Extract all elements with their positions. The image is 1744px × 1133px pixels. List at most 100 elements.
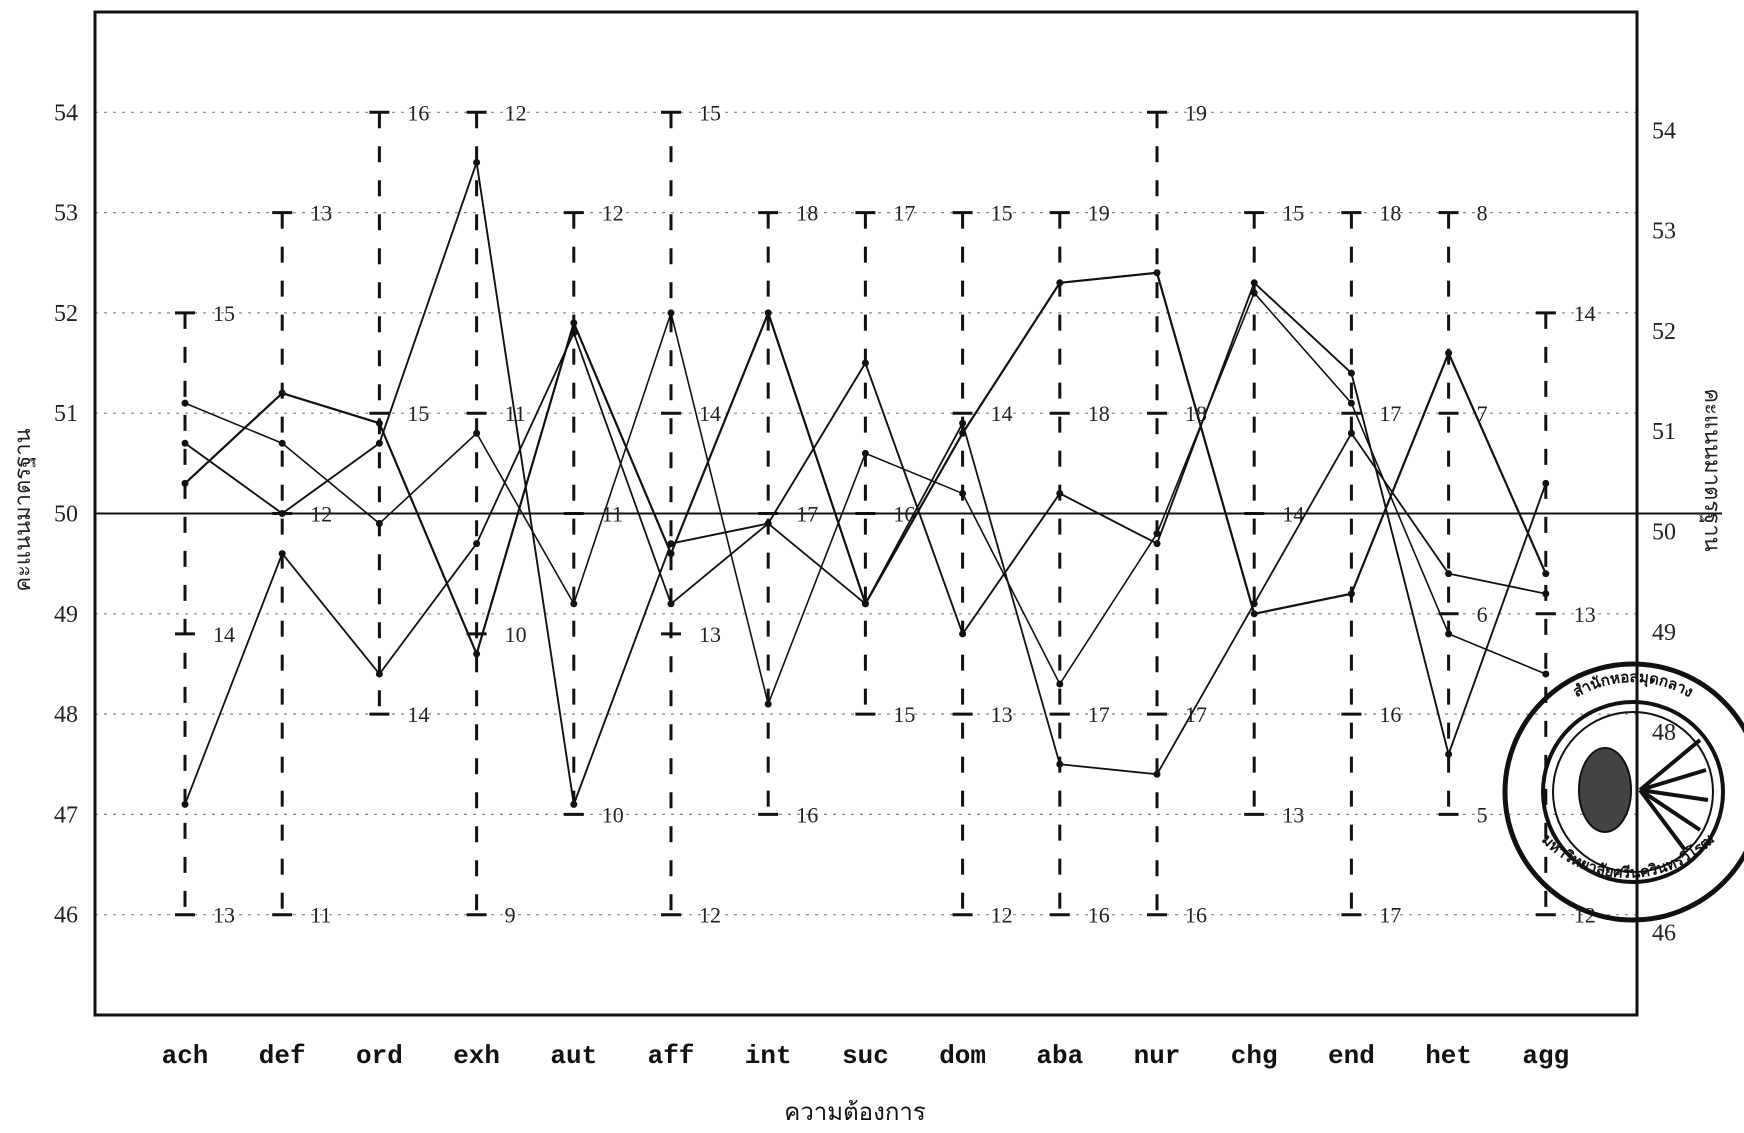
series-lines — [181, 158, 1550, 808]
x-category-label: nur — [1134, 1041, 1181, 1071]
raw-score-label: 15 — [1282, 201, 1304, 226]
series-point — [375, 520, 383, 528]
raw-score-label: 9 — [505, 903, 516, 928]
raw-score-label: 16 — [407, 100, 429, 125]
y-tick-label-left: 50 — [54, 502, 78, 528]
series-point — [181, 439, 189, 447]
raw-score-label: 11 — [602, 502, 623, 527]
raw-score-label: 18 — [1379, 201, 1401, 226]
series-point — [1153, 530, 1161, 538]
series-point — [278, 389, 286, 397]
raw-score-label: 13 — [1282, 802, 1304, 827]
raw-score-label: 17 — [1379, 903, 1401, 928]
y-tick-label-left: 54 — [54, 100, 78, 126]
raw-score-label: 12 — [991, 903, 1013, 928]
raw-score-label: 14 — [991, 401, 1013, 426]
x-category-label: het — [1425, 1041, 1472, 1071]
raw-score-label: 14 — [213, 622, 235, 647]
y-axis-right-ticks: 46 48 49 50 51 52 53 54 — [1652, 118, 1676, 946]
raw-score-label: 18 — [1088, 401, 1110, 426]
y-tick-label-right: 46 — [1652, 921, 1676, 947]
raw-score-label: 16 — [1379, 702, 1401, 727]
raw-score-label: 8 — [1477, 201, 1488, 226]
series-point — [764, 309, 772, 317]
series-point — [278, 510, 286, 517]
series-point — [473, 540, 481, 548]
raw-score-label: 15 — [699, 100, 721, 125]
series-point — [570, 600, 578, 608]
series-point — [1250, 610, 1258, 618]
raw-score-label: 18 — [796, 201, 818, 226]
raw-score-label: 18 — [1185, 401, 1207, 426]
series-point — [1445, 630, 1453, 638]
raw-score-label: 12 — [602, 201, 624, 226]
series-point — [570, 800, 578, 808]
series-point — [1056, 489, 1064, 497]
series-point — [1250, 279, 1258, 287]
y-axis-left-ticks: 46 47 48 49 50 51 52 53 54 — [54, 100, 78, 928]
raw-score-label: 11 — [310, 903, 331, 928]
series-point — [1445, 349, 1453, 357]
series-line — [184, 332, 1546, 805]
raw-score-label: 19 — [1088, 201, 1110, 226]
y-axis-right-label: คะแนนมาตรฐาน — [1699, 388, 1724, 551]
x-axis-categories: ach def ord exh aut aff int suc dom aba nur chg end h… — [162, 1041, 1570, 1071]
series-point — [570, 319, 578, 327]
raw-score-label: 13 — [991, 702, 1013, 727]
raw-score-label: 7 — [1477, 401, 1488, 426]
series-point — [861, 359, 869, 367]
x-category-label: aba — [1036, 1041, 1083, 1071]
series-point — [1153, 269, 1161, 277]
series-point — [1445, 750, 1453, 758]
raw-score-label: 10 — [602, 802, 624, 827]
raw-score-label: 13 — [1574, 602, 1596, 627]
series-point — [667, 550, 675, 558]
y-tick-label-right: 48 — [1652, 720, 1676, 746]
raw-score-label: 14 — [699, 401, 721, 426]
x-category-label: agg — [1522, 1041, 1569, 1071]
stamp-text-bottom: มหาวิทยาลัยศรีนครินทรวิโรฒ — [1538, 830, 1717, 881]
raw-score-label: 17 — [796, 502, 818, 527]
series-point — [667, 540, 675, 548]
raw-score-label: 12 — [310, 502, 332, 527]
raw-score-label: 16 — [1185, 903, 1207, 928]
y-axis-left-label: คะแนนมาตรฐาน — [11, 428, 36, 591]
raw-score-label: 12 — [505, 100, 527, 125]
series-point — [1056, 680, 1064, 688]
x-category-label: int — [745, 1041, 792, 1071]
x-category-label: dom — [939, 1041, 986, 1071]
series-point — [1347, 429, 1355, 437]
x-category-label: aff — [648, 1041, 695, 1071]
raw-score-label: 13 — [699, 622, 721, 647]
y-tick-label-right: 49 — [1652, 620, 1676, 646]
series-point — [278, 439, 286, 447]
x-category-label: exh — [453, 1041, 500, 1071]
raw-score-scales: 1514131312111615141211109121110151413121… — [175, 100, 1596, 928]
y-tick-label-left: 46 — [54, 903, 78, 929]
series-point — [667, 309, 675, 317]
raw-score-label: 5 — [1477, 802, 1488, 827]
y-tick-label-right: 52 — [1652, 319, 1676, 345]
raw-score-label: 17 — [893, 201, 915, 226]
series-point — [375, 439, 383, 447]
raw-score-label: 14 — [407, 702, 429, 727]
raw-score-label: 15 — [991, 201, 1013, 226]
raw-score-label: 13 — [213, 903, 235, 928]
raw-score-label: 15 — [893, 702, 915, 727]
series-point — [473, 429, 481, 437]
raw-score-label: 16 — [796, 802, 818, 827]
y-tick-label-left: 47 — [54, 802, 78, 828]
series-point — [764, 520, 772, 528]
y-tick-label-right: 51 — [1652, 419, 1676, 445]
raw-score-label: 15 — [213, 301, 235, 326]
y-tick-label-left: 48 — [54, 702, 78, 728]
x-category-label: suc — [842, 1041, 889, 1071]
x-category-label: chg — [1231, 1041, 1278, 1071]
raw-score-label: 14 — [1282, 502, 1304, 527]
y-tick-label-right: 53 — [1652, 219, 1676, 245]
y-tick-label-right: 50 — [1652, 520, 1676, 546]
series-point — [473, 650, 481, 658]
x-axis-label: ความต้องการ — [784, 1098, 926, 1126]
